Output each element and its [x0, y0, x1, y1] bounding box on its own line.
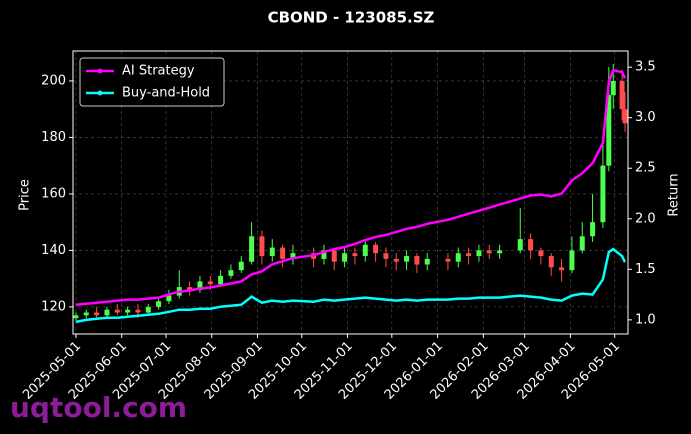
- candle-body: [228, 270, 234, 276]
- candle-body: [414, 256, 420, 265]
- candle-body: [619, 80, 625, 110]
- candle-body: [486, 250, 492, 254]
- y-tick-label: 180: [41, 130, 66, 145]
- candle-body: [280, 247, 286, 259]
- candle-body: [600, 165, 606, 223]
- return-line: [75, 68, 627, 306]
- watermark: uqtool.com: [10, 391, 187, 424]
- candle-body: [187, 287, 193, 290]
- candle-body: [259, 236, 265, 257]
- candle-body: [455, 253, 461, 262]
- return-line: [75, 247, 627, 324]
- candle-body: [135, 309, 141, 313]
- candle-body: [606, 95, 612, 166]
- y2-tick-label: 1.0: [635, 312, 656, 327]
- candle-body: [125, 309, 131, 313]
- candle-body: [569, 250, 575, 271]
- candle-body: [362, 244, 368, 257]
- y2-tick-label: 2.5: [635, 161, 656, 176]
- candle-body: [83, 312, 89, 316]
- candle-body: [145, 306, 151, 313]
- candle-body: [590, 222, 596, 237]
- candle-body: [269, 247, 275, 257]
- candle-body: [393, 258, 399, 262]
- y2-tick-label: 1.5: [635, 262, 656, 277]
- y2-tick-label: 3.5: [635, 60, 656, 75]
- legend-marker: [97, 68, 103, 74]
- candle-body: [445, 258, 451, 262]
- chart-title: CBOND - 123085.SZ: [268, 9, 435, 27]
- candle-body: [476, 250, 482, 257]
- candle-body: [404, 256, 410, 262]
- candle-body: [114, 309, 120, 313]
- candle-body: [104, 309, 110, 316]
- y-tick-label: 120: [41, 299, 66, 314]
- candle-body: [610, 80, 616, 96]
- candle-body: [94, 312, 100, 316]
- candle-body: [528, 239, 534, 251]
- candle-body: [497, 250, 503, 254]
- legend-box: [79, 57, 225, 107]
- candle-body: [218, 275, 224, 285]
- candle-body: [559, 267, 565, 271]
- candle-body: [156, 301, 162, 307]
- candle-body: [238, 261, 244, 271]
- candle-body: [197, 281, 203, 290]
- candle-body: [517, 239, 523, 251]
- candle-body: [331, 250, 337, 262]
- y2-axis-label: Return: [667, 173, 682, 216]
- y-tick-label: 200: [41, 73, 66, 88]
- candle-body: [538, 250, 544, 257]
- legend-marker: [97, 90, 103, 96]
- plot-frame: [72, 50, 629, 335]
- y-axis-label: Price: [18, 179, 33, 211]
- candle-body: [383, 253, 389, 259]
- candle-body: [73, 315, 79, 319]
- candle-body: [548, 256, 554, 268]
- y-tick-label: 160: [41, 186, 66, 201]
- y-tick-label: 140: [41, 243, 66, 258]
- candle-body: [352, 253, 358, 257]
- candle-body: [166, 295, 172, 302]
- legend-label: AI Strategy: [122, 64, 195, 79]
- candle-body: [579, 236, 585, 251]
- candle-body: [373, 244, 379, 254]
- candle-body: [321, 250, 327, 259]
- candle-body: [207, 281, 213, 285]
- candle-body: [424, 258, 430, 265]
- y2-tick-label: 3.0: [635, 110, 656, 125]
- y2-tick-label: 2.0: [635, 211, 656, 226]
- candle-body: [622, 109, 628, 124]
- candle-body: [342, 253, 348, 262]
- candle-body: [466, 253, 472, 257]
- candle-body: [290, 253, 296, 259]
- candle-body: [249, 236, 255, 262]
- legend-label: Buy-and-Hold: [122, 86, 210, 101]
